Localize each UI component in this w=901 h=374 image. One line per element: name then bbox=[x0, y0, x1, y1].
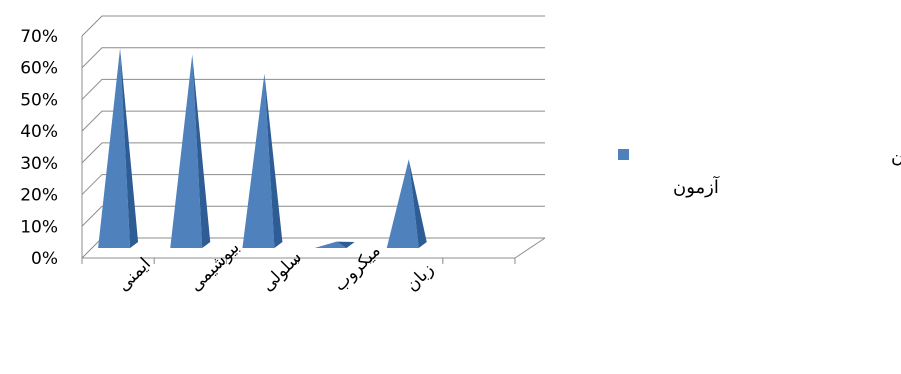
pyramid-bar bbox=[314, 241, 355, 248]
chart-legend: سطح دروس شما در این آزمون bbox=[618, 145, 901, 198]
pyramid-bar bbox=[170, 54, 211, 248]
gridline bbox=[81, 205, 545, 227]
y-tick-label: 20% bbox=[20, 186, 58, 206]
legend-label-line-1: سطح دروس شما در این bbox=[891, 145, 901, 166]
gridline bbox=[81, 142, 545, 164]
x-category-label: میکروب bbox=[330, 241, 385, 296]
chart-bars bbox=[98, 48, 427, 249]
pyramid-bar-front bbox=[242, 73, 275, 248]
y-tick-label: 70% bbox=[20, 27, 58, 47]
pyramid-bar-front bbox=[314, 241, 347, 248]
pyramid-bar-side bbox=[336, 241, 355, 248]
pyramid-bar-front bbox=[386, 159, 419, 248]
y-tick-label: 60% bbox=[20, 59, 58, 79]
gridline bbox=[81, 237, 545, 259]
pyramid-bar-front bbox=[98, 48, 131, 249]
y-tick-label: 0% bbox=[31, 249, 58, 269]
pyramid-bar bbox=[242, 73, 283, 248]
floor-edge bbox=[514, 237, 546, 259]
pyramid-bar-front bbox=[170, 54, 203, 248]
pyramid-bar bbox=[386, 159, 427, 248]
gridline bbox=[81, 78, 545, 100]
gridline bbox=[81, 110, 545, 132]
grid-lines bbox=[81, 15, 545, 259]
gridline bbox=[81, 174, 545, 195]
legend-swatch bbox=[618, 149, 629, 160]
legend-label-line-2: آزمون bbox=[673, 175, 720, 198]
y-tick-label: 30% bbox=[20, 154, 58, 174]
y-tick-label: 40% bbox=[20, 122, 58, 142]
x-category-label: ایمنی bbox=[113, 254, 154, 295]
chart-axes bbox=[81, 36, 546, 264]
x-category-label: سلولی bbox=[258, 247, 306, 295]
pyramid-bar bbox=[98, 48, 139, 249]
pyramid-bar-side bbox=[120, 48, 139, 249]
gridline bbox=[81, 15, 545, 37]
y-axis-tick-labels: 0% 10% 20% 30% 40% 50% 60% 70% bbox=[20, 27, 58, 269]
gridline bbox=[81, 47, 545, 69]
pyramid-bar-side bbox=[192, 54, 211, 248]
pyramid-bar-side bbox=[264, 73, 283, 248]
y-tick-label: 50% bbox=[20, 90, 58, 110]
pyramid-bar-side bbox=[408, 159, 427, 248]
x-category-label: زبان bbox=[402, 260, 438, 296]
y-tick-label: 10% bbox=[20, 217, 58, 237]
